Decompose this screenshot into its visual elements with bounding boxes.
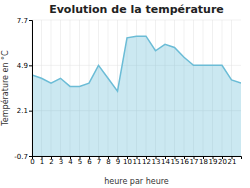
tick: 16	[180, 156, 189, 166]
tick: -0.7	[14, 153, 32, 161]
tick-label: 13	[152, 158, 161, 166]
tick-label: 4	[68, 158, 73, 166]
area	[32, 36, 241, 156]
chart: 0123456789101112131415161718192021-0.72.…	[0, 0, 250, 188]
tick-label: 7.7	[17, 17, 28, 25]
tick-label: 7	[97, 158, 101, 166]
tick-label: 2.1	[17, 107, 28, 115]
tick-label: 19	[209, 158, 218, 166]
tick: 4.9	[17, 62, 32, 70]
tick-label: 14	[161, 158, 170, 166]
tick-label: 21	[228, 158, 237, 166]
tick: 3	[59, 156, 63, 166]
tick: 18	[199, 156, 208, 166]
tick-label: 16	[180, 158, 189, 166]
title: Evolution de la température	[49, 3, 224, 16]
tick-label: 3	[59, 158, 63, 166]
tick: 9	[116, 156, 120, 166]
y-axis: -0.7 2.1 4.9 7.7	[14, 17, 32, 161]
x-axis: 0123456789101112131415161718192021	[30, 156, 241, 166]
tick-label: 5	[78, 158, 82, 166]
line	[32, 36, 241, 91]
tick-label: 2	[49, 158, 53, 166]
tick-label: 18	[199, 158, 208, 166]
tick-mark	[29, 65, 32, 66]
tick-mark	[29, 156, 32, 157]
tick-label: 9	[116, 158, 120, 166]
axis-line	[29, 21, 33, 157]
tick-label: 4.9	[17, 62, 28, 70]
tick: 17	[190, 156, 199, 166]
tick: 15	[171, 156, 180, 166]
grid	[32, 20, 241, 156]
tick-label: 17	[190, 158, 199, 166]
tick: 0	[30, 156, 34, 166]
tick-label: 11	[133, 158, 142, 166]
tick: 4	[68, 156, 73, 166]
tick: 13	[152, 156, 161, 166]
tick: 8	[106, 156, 110, 166]
tick: 12	[142, 156, 151, 166]
tick-label: 10	[123, 158, 132, 166]
tick: 11	[133, 156, 142, 166]
plot-area: 0123456789101112131415161718192021-0.72.…	[14, 17, 241, 166]
tick: 2	[49, 156, 53, 166]
tick: 7	[97, 156, 101, 166]
tick-label: 0	[30, 158, 34, 166]
marks	[32, 36, 241, 156]
tick-label: 8	[106, 158, 110, 166]
tick-label: 15	[171, 158, 180, 166]
tick: 1	[40, 156, 44, 166]
tick-mark	[29, 20, 32, 21]
tick-label: -0.7	[14, 153, 28, 161]
tick-mark	[29, 111, 32, 112]
tick: 6	[87, 156, 92, 166]
x-axis-title: heure par heure	[104, 177, 169, 186]
tick: 2.1	[17, 107, 32, 115]
grid-line-y	[32, 20, 241, 21]
y-axis-title: Température en °C	[0, 50, 10, 127]
tick-label: 1	[40, 158, 44, 166]
tick-label: 6	[87, 158, 92, 166]
tick: 20	[218, 156, 227, 166]
tick: 7.7	[17, 17, 32, 25]
tick: 21	[228, 156, 237, 166]
tick: 10	[123, 156, 132, 166]
tick: 5	[78, 156, 82, 166]
tick: 14	[161, 156, 170, 166]
tick: 19	[209, 156, 218, 166]
tick-label: 20	[218, 158, 227, 166]
tick-label: 12	[142, 158, 151, 166]
